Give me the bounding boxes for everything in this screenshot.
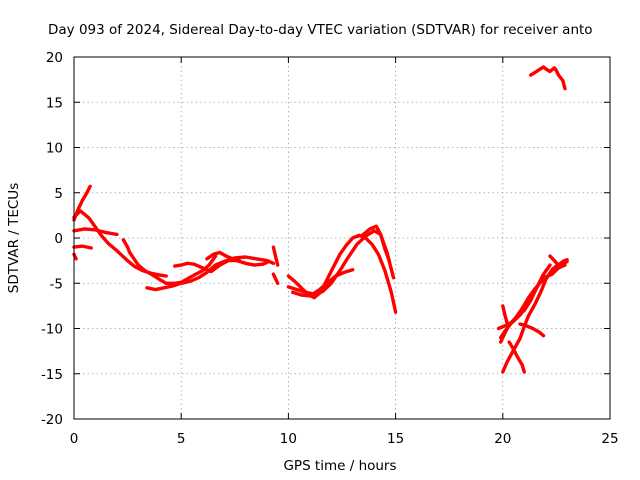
series-track-8 xyxy=(173,258,269,274)
series-track-9 xyxy=(205,250,241,262)
y-tick-label: -20 xyxy=(41,412,63,428)
series-track-19 xyxy=(501,262,561,374)
x-tick-label: 15 xyxy=(387,431,404,447)
chart-title: Day 093 of 2024, Sidereal Day-to-day VTE… xyxy=(48,22,593,38)
y-tick-label: -10 xyxy=(41,322,63,338)
data-series xyxy=(72,65,569,374)
series-track-20 xyxy=(507,340,526,374)
x-tick-label: 10 xyxy=(280,431,297,447)
y-tick-label: 0 xyxy=(54,231,63,247)
x-tick-label: 5 xyxy=(177,431,186,447)
x-tick-label: 25 xyxy=(601,431,618,447)
x-axis-label: GPS time / hours xyxy=(283,458,396,474)
series-track-21 xyxy=(501,304,509,325)
y-axis-label: SDTVAR / TECUs xyxy=(6,183,22,293)
series-track-15 xyxy=(359,224,391,263)
x-tick-label: 0 xyxy=(70,431,79,447)
series-track-23 xyxy=(548,254,569,267)
y-tick-label: -15 xyxy=(41,367,63,383)
series-track-24 xyxy=(529,65,567,91)
y-tick-label: 10 xyxy=(46,141,63,157)
series-track-3 xyxy=(72,227,119,237)
x-tick-label: 20 xyxy=(494,431,511,447)
y-tick-label: -5 xyxy=(50,276,63,292)
series-track-18 xyxy=(499,263,552,340)
series-track-14 xyxy=(291,268,355,298)
axis-ticks: 0 5 10 15 20 25 -20 -15 -10 -5 0 5 10 15 20 xyxy=(41,50,619,447)
series-track-13 xyxy=(286,229,396,296)
series-track-10 xyxy=(271,245,280,267)
y-tick-label: 5 xyxy=(54,186,63,202)
y-tick-label: 20 xyxy=(46,50,63,66)
y-tick-label: 15 xyxy=(46,95,63,111)
series-track-4 xyxy=(72,244,93,250)
series-track-2 xyxy=(72,209,168,278)
grid-lines xyxy=(74,57,610,419)
series-track-7 xyxy=(145,255,276,292)
series-track-6 xyxy=(121,238,218,285)
series-track-22 xyxy=(518,322,546,338)
series-track-11 xyxy=(271,272,280,285)
